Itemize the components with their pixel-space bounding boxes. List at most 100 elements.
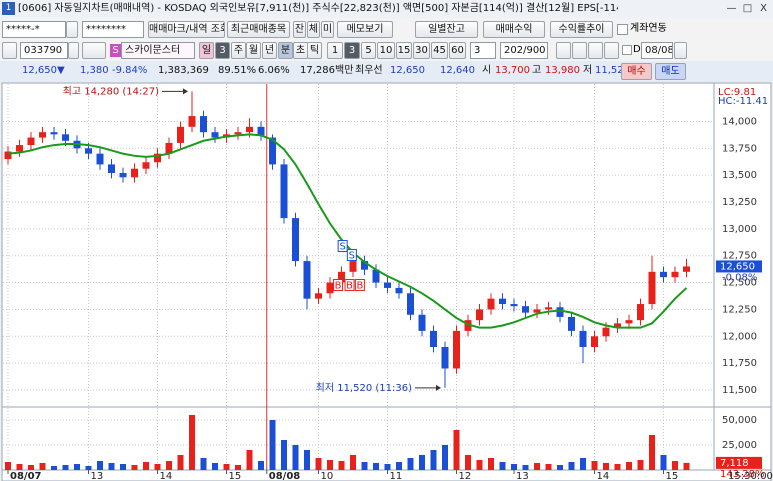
volume-bar — [327, 460, 333, 470]
volume-bar — [246, 450, 253, 470]
last-change: -0.08% — [722, 272, 757, 283]
toolbar-button[interactable]: 최근매매종목 — [227, 21, 290, 38]
volume-bar — [177, 455, 184, 470]
interval-button[interactable]: 15 — [396, 42, 412, 59]
period-button[interactable]: 월 — [246, 42, 261, 59]
toolbar-button[interactable]: 일별잔고 — [415, 21, 478, 38]
toolbar-button[interactable]: 매매마크/내역 조회 — [148, 21, 225, 38]
checkbox-label: 계좌연동 — [630, 23, 667, 34]
volume-bar — [580, 458, 586, 470]
y-tick-label: 12,750 — [722, 251, 757, 262]
date-input[interactable]: 08/08 — [641, 42, 673, 59]
window-control[interactable]: X — [760, 3, 767, 14]
code-input[interactable]: 033790 — [20, 42, 68, 59]
volume-bar — [511, 464, 517, 470]
candle-body — [246, 126, 253, 133]
candle-body — [683, 266, 690, 272]
interval-button[interactable]: 30 — [413, 42, 430, 59]
date-button[interactable] — [674, 42, 687, 59]
period-button[interactable]: 주 — [231, 42, 246, 59]
tool-icon[interactable] — [556, 42, 571, 59]
period-button[interactable]: 일 — [199, 42, 214, 59]
app-icon: 1 — [2, 2, 15, 15]
date-check[interactable] — [622, 45, 632, 55]
toolbar-button[interactable]: 미 — [321, 21, 334, 38]
candle-body — [50, 132, 58, 135]
sound-icon[interactable] — [82, 42, 106, 59]
volume-bar — [258, 461, 264, 470]
trade-mark-box — [333, 279, 344, 292]
quote-item: 13,700 — [495, 65, 530, 76]
x-tick-label: 15 — [666, 471, 679, 481]
candle-body — [269, 137, 276, 165]
period-button[interactable]: 년 — [262, 42, 277, 59]
interval-button[interactable]: 3 — [344, 42, 360, 59]
toolbar-button[interactable]: 매매수익 — [483, 21, 545, 38]
password-input[interactable]: ******** — [82, 21, 144, 38]
interval-button[interactable]: 60 — [449, 42, 466, 59]
quote-item: 최우선 — [355, 65, 383, 76]
window-control[interactable]: □ — [742, 3, 753, 14]
interval-button[interactable]: 10 — [377, 42, 395, 59]
last-price-tag — [716, 260, 762, 273]
volume-bar — [637, 460, 644, 470]
x-tick-label: 10 — [321, 471, 334, 481]
x-tick-label: 15 — [229, 471, 242, 481]
interval-button[interactable]: 5 — [361, 42, 376, 59]
account-dropdown[interactable] — [66, 21, 78, 38]
x-tick-label: 08/07 — [10, 471, 42, 481]
y-tick-label: 12,500 — [722, 278, 757, 289]
menu-icon[interactable] — [2, 42, 17, 59]
range-input: 202/900 — [500, 42, 548, 59]
code-dropdown[interactable] — [68, 42, 79, 59]
candle-body — [361, 261, 368, 270]
volume-bar — [5, 462, 11, 470]
x-tick-label: 14 — [160, 471, 173, 481]
quote-item: 12,640 — [440, 65, 475, 76]
toolbar-button[interactable]: 수익률추이 — [550, 21, 613, 38]
tool-icon[interactable] — [604, 42, 619, 59]
candle-body — [85, 148, 92, 154]
last-price: 12,650 — [720, 261, 755, 272]
candle-body — [407, 293, 414, 315]
stock-name: 스카이문스터 — [121, 42, 195, 59]
interval-button[interactable]: 1 — [327, 42, 343, 59]
interval-button[interactable]: 45 — [431, 42, 448, 59]
candle-body — [349, 261, 357, 272]
period-button[interactable]: 초 — [293, 42, 308, 59]
volume-bar — [85, 466, 92, 470]
window-control[interactable]: — — [726, 3, 737, 14]
toolbar-button[interactable]: 잔 — [293, 21, 306, 38]
volume-bar — [154, 464, 161, 470]
candle-body — [533, 309, 541, 313]
lc-label: LC:9.81 — [718, 87, 756, 98]
x-tick-label: 08/08 — [269, 471, 301, 481]
period-button[interactable]: 틱 — [307, 42, 322, 59]
date-flag: D — [633, 44, 641, 55]
period-button[interactable]: 3 — [215, 42, 230, 59]
period-button[interactable]: 분 — [278, 42, 293, 59]
candle-body — [326, 282, 334, 294]
volume-bar — [108, 463, 115, 470]
buy-button[interactable]: 매수 — [621, 63, 652, 80]
quote-item: 89.51% — [218, 65, 257, 76]
count-select[interactable]: 3 — [470, 42, 496, 59]
last-volume-tag — [716, 456, 762, 469]
volume-bar — [683, 462, 690, 470]
toolbar-button[interactable]: 체 — [307, 21, 320, 38]
y-tick-label: 13,250 — [722, 197, 757, 208]
sell-button[interactable]: 매도 — [655, 63, 686, 80]
account-input[interactable]: *****-* — [2, 21, 66, 38]
volume-bar — [235, 465, 241, 470]
volume-bar — [62, 465, 69, 470]
volume-bar — [223, 464, 230, 470]
toolbar-button[interactable]: 메모보기 — [337, 21, 393, 38]
checkbox[interactable] — [617, 24, 628, 35]
tool-icon[interactable] — [588, 42, 603, 59]
volume-bar — [338, 461, 345, 470]
tool-icon[interactable] — [572, 42, 587, 59]
volume-bar — [453, 430, 460, 470]
candle-body — [338, 271, 345, 283]
candle-body — [200, 116, 207, 133]
